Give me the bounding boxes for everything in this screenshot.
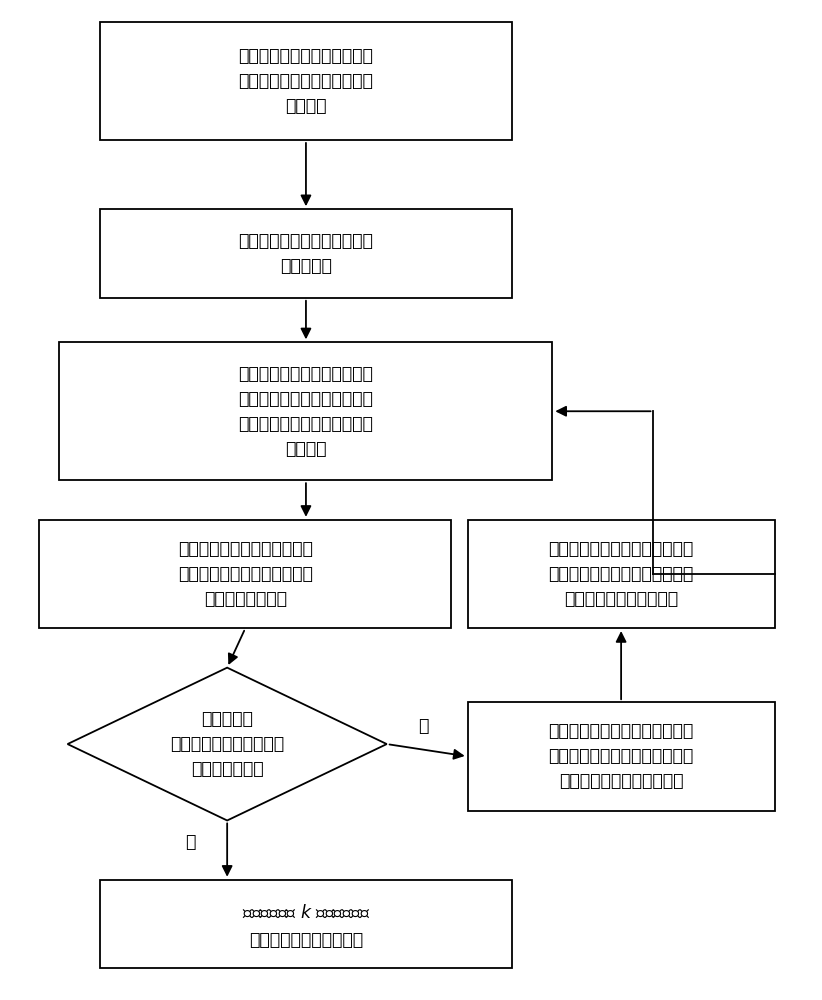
Text: 结合输入的正例序列集合和负
例序列集合计算各个候选对比
序列模式的对比度: 结合输入的正例序列集合和负 例序列集合计算各个候选对比 序列模式的对比度 [178,540,313,608]
Text: 列模式为最终的挖掘结果: 列模式为最终的挖掘结果 [249,931,363,949]
Text: 对选择出的部分基因型候选模式
编码进行预定义的遗传操作形成
新的基因型候选模式编码: 对选择出的部分基因型候选模式 编码进行预定义的遗传操作形成 新的基因型候选模式编… [548,540,694,608]
Bar [468,520,774,628]
Text: 判断当前基
因型候选模式编码是否满
足方法结束条件: 判断当前基 因型候选模式编码是否满 足方法结束条件 [170,710,284,778]
Bar [100,22,512,140]
Bar [39,520,451,628]
Bar [100,880,512,968]
Polygon shape [67,668,387,820]
Bar [100,209,512,298]
Text: 是: 是 [186,833,196,851]
Text: 对比度最优的 $k$ 个候选对比序: 对比度最优的 $k$ 个候选对比序 [242,903,370,921]
Text: 否: 否 [418,717,428,735]
Text: 随机产生预定数量的基因型候
选模式编码: 随机产生预定数量的基因型候 选模式编码 [238,232,373,275]
Text: 根据各个候选对比序列模式的对
比度采用轮盘赌选择法对当前基
因型候选模式编码进行选择: 根据各个候选对比序列模式的对 比度采用轮盘赌选择法对当前基 因型候选模式编码进行… [548,722,694,790]
Text: 输入正例序列集合、负例序列
集合以及期望挖掘的对比序列
模式个数: 输入正例序列集合、负例序列 集合以及期望挖掘的对比序列 模式个数 [238,47,373,115]
Text: 对各个基因型候选模式编码进
行解码操作以获得各个基因型
候选模式编码对应的候选对比
序列模式: 对各个基因型候选模式编码进 行解码操作以获得各个基因型 候选模式编码对应的候选对… [238,365,373,458]
Bar [59,342,552,480]
Bar [468,702,774,811]
